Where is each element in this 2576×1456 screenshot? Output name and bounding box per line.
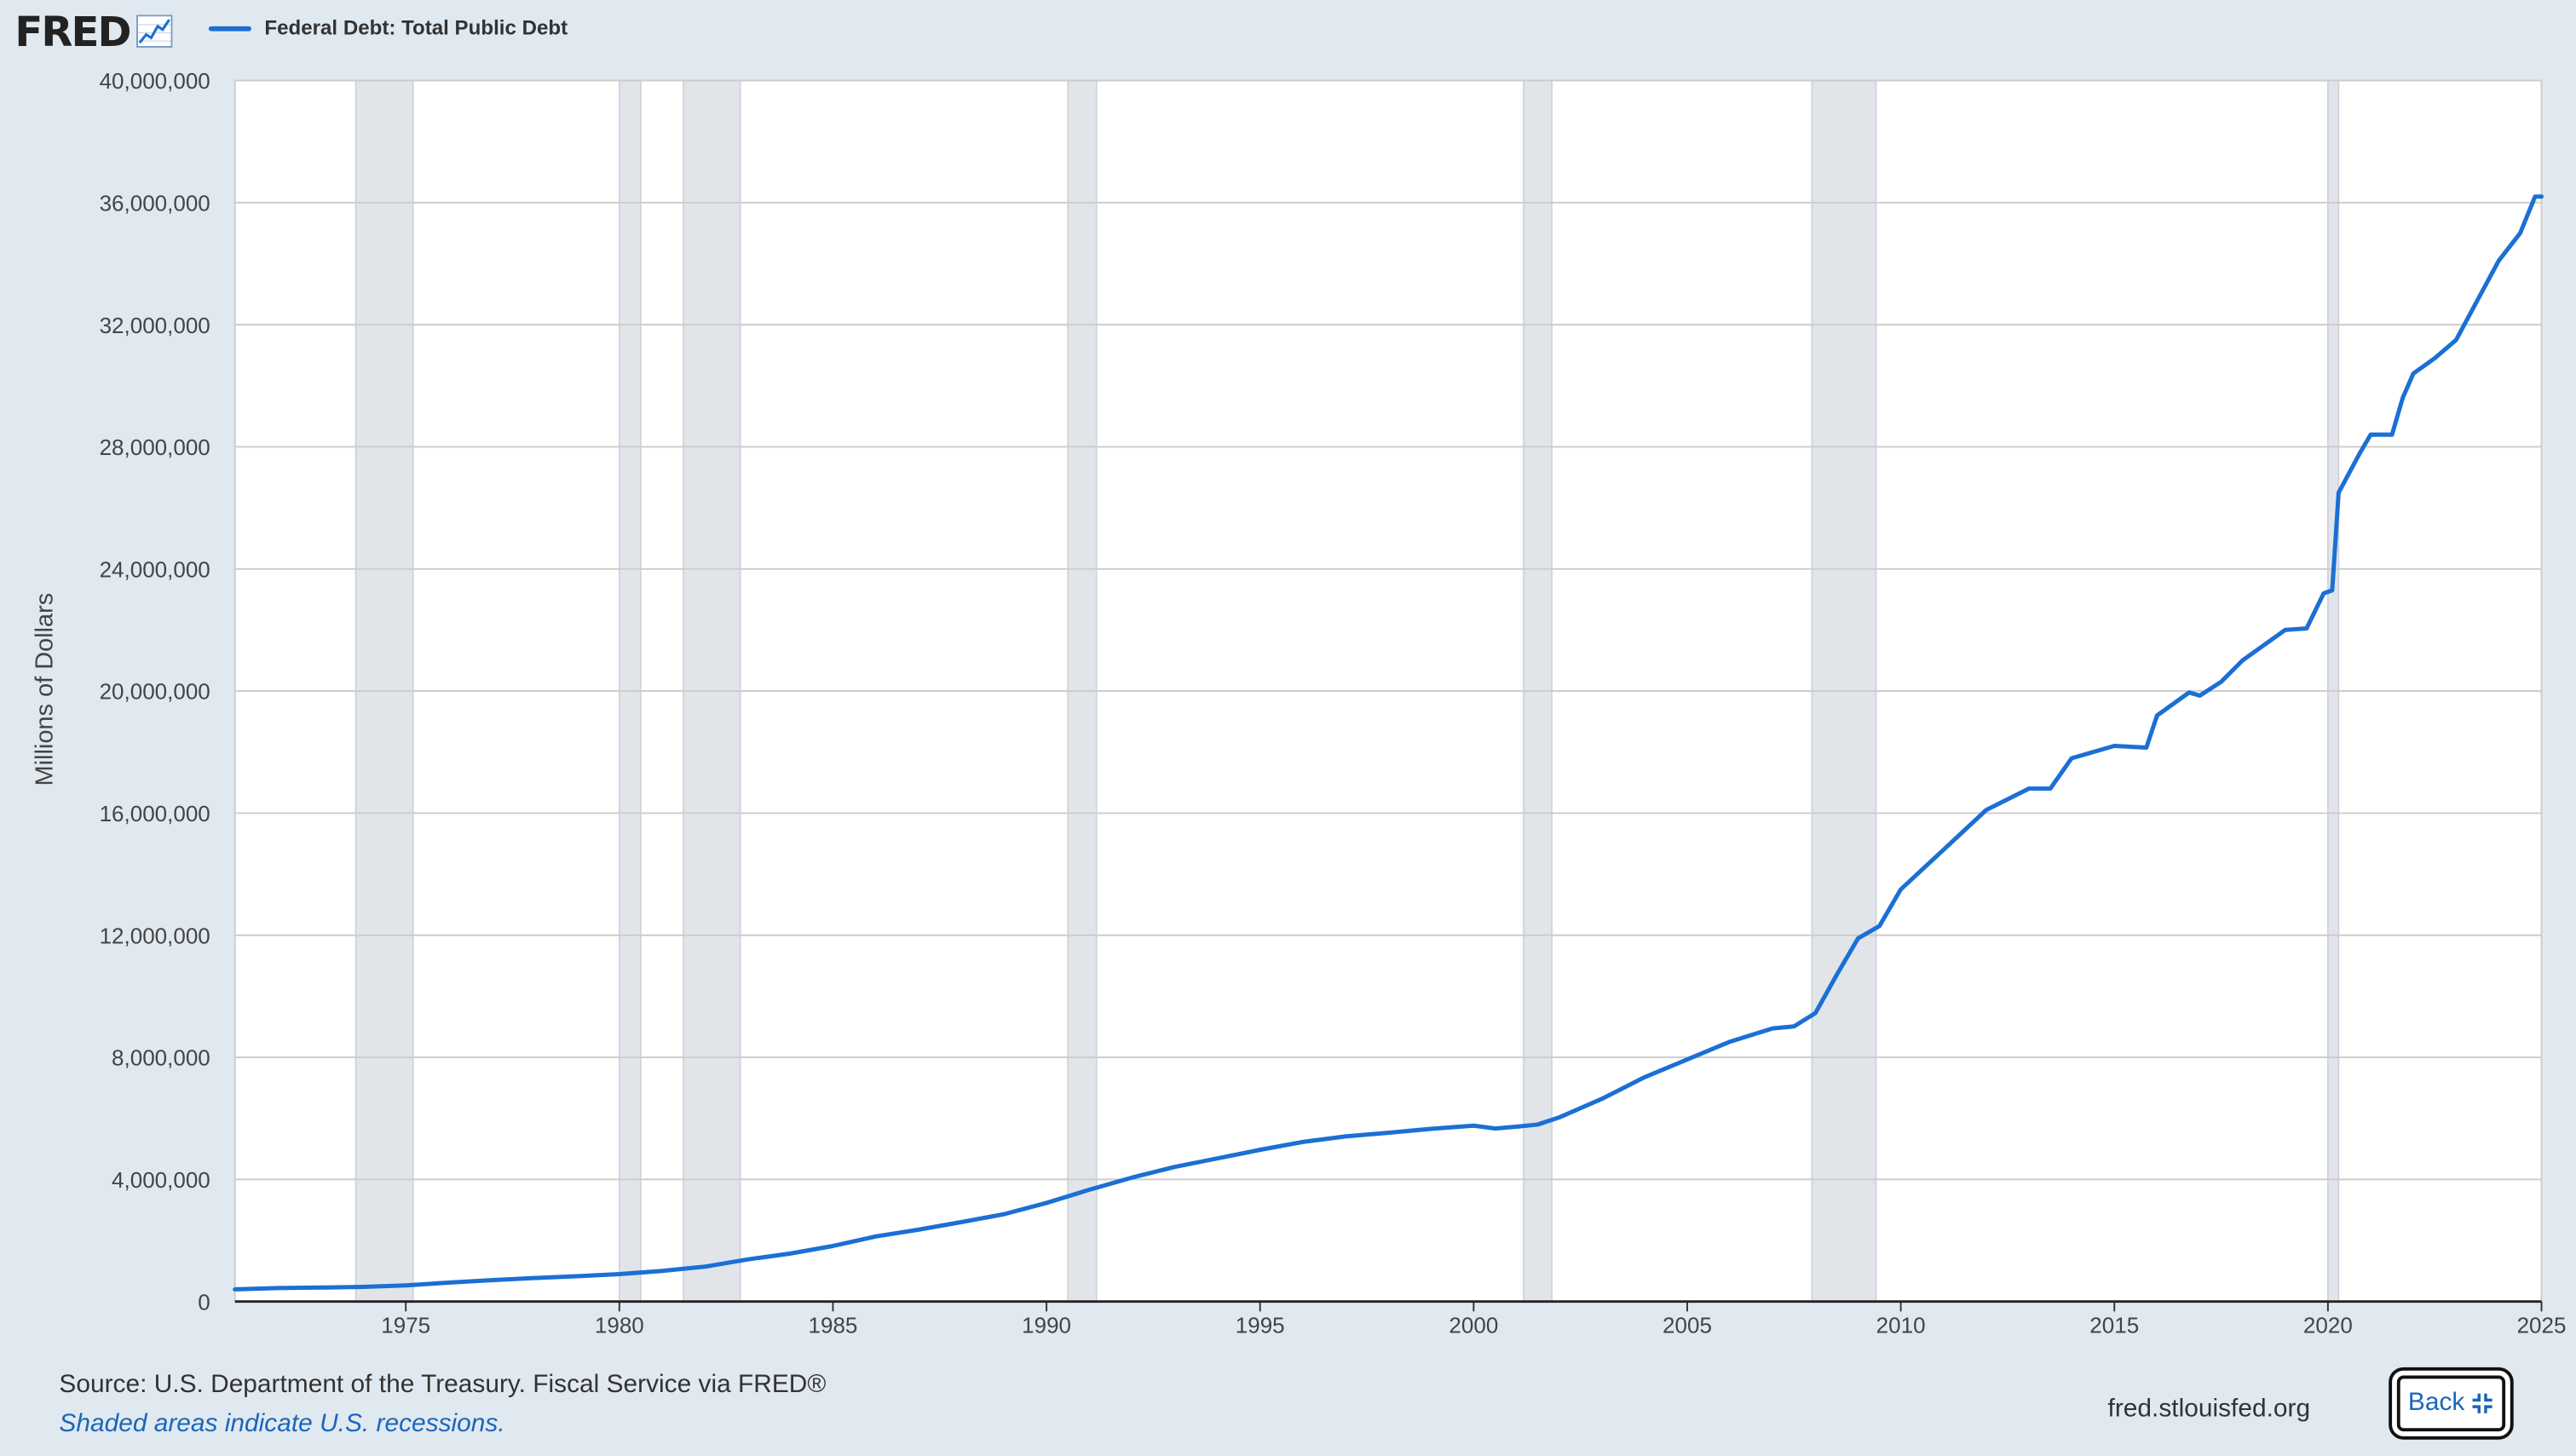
- back-button-label: Back: [2407, 1388, 2465, 1417]
- y-axis-title: Millions of Dollars: [32, 593, 59, 786]
- x-tick-label: 2025: [2517, 1312, 2567, 1338]
- site-url[interactable]: fred.stlouisfed.org: [2107, 1395, 2311, 1424]
- y-tick-label: 0: [198, 1289, 210, 1315]
- chart-legend: Federal Debt: Total Public Debt: [208, 16, 568, 40]
- y-tick-label: 16,000,000: [100, 801, 210, 826]
- recession-note: Shaded areas indicate U.S. recessions.: [59, 1409, 505, 1438]
- y-tick-label: 36,000,000: [100, 190, 210, 216]
- x-tick-label: 2010: [1876, 1312, 1926, 1338]
- y-axis-ticks: 0 4,000,000 8,000,000 12,000,000 16,000,000 2…: [100, 68, 210, 1315]
- fred-logo[interactable]: FRED: [14, 7, 173, 56]
- y-tick-label: 24,000,000: [100, 556, 210, 582]
- series-layer: [233, 194, 2544, 1292]
- y-tick-label: 28,000,000: [100, 434, 210, 460]
- y-tick-label: 20,000,000: [100, 679, 210, 705]
- x-tick-label: 2020: [2303, 1312, 2353, 1338]
- y-tick-label: 8,000,000: [112, 1045, 210, 1071]
- x-tick-label: 1995: [1236, 1312, 1285, 1338]
- legend-series-label: Federal Debt: Total Public Debt: [264, 16, 568, 40]
- x-tick-label: 1980: [595, 1312, 644, 1338]
- series-line-federal-debt: [233, 194, 2544, 1292]
- legend-swatch: [208, 25, 251, 31]
- y-tick-label: 4,000,000: [112, 1167, 210, 1193]
- source-note: Source: U.S. Department of the Treasury.…: [59, 1370, 827, 1399]
- y-tick-label: 40,000,000: [100, 68, 210, 94]
- gridlines: [233, 79, 2543, 1302]
- line-chart-icon: [136, 14, 173, 48]
- x-tick-label: 1975: [381, 1312, 430, 1338]
- x-tick-label: 2000: [1449, 1312, 1498, 1338]
- x-tick-label: 2005: [1663, 1312, 1712, 1338]
- y-tick-label: 12,000,000: [100, 923, 210, 948]
- y-tick-label: 32,000,000: [100, 313, 210, 338]
- x-tick-label: 1985: [809, 1312, 858, 1338]
- x-tick-label: 1990: [1022, 1312, 1071, 1338]
- back-button[interactable]: Back: [2389, 1367, 2514, 1440]
- collapse-arrows-icon: [2472, 1393, 2493, 1413]
- x-tick-label: 2015: [2089, 1312, 2139, 1338]
- fred-logo-text: FRED: [14, 7, 131, 55]
- x-axis-ticks: 1975 1980 1985 1990 1995 2000 2005 2010 2015 2020…: [381, 1301, 2567, 1338]
